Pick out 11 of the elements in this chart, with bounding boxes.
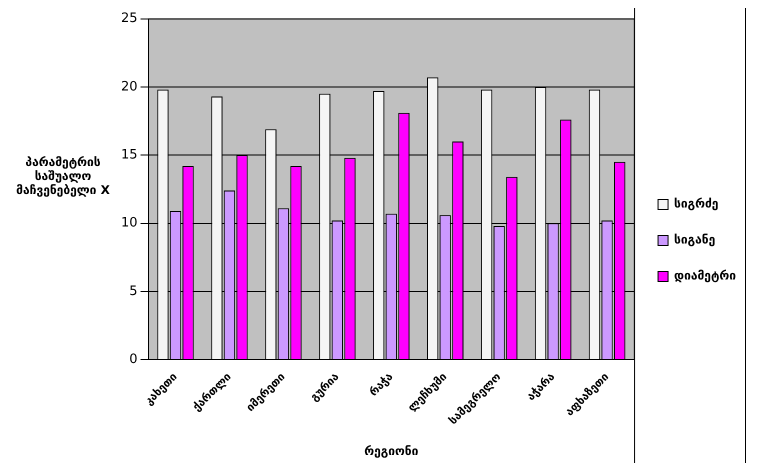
- legend-label: სიგანე: [674, 232, 716, 247]
- y-tick-label: 0: [129, 352, 138, 367]
- legend-label: სიგრძე: [674, 196, 718, 211]
- y-tick-label: 20: [120, 79, 138, 94]
- y-tick-label: 5: [129, 284, 138, 299]
- y-axis-title: პარამეტრის საშუალო მაჩვენებელი X: [15, 154, 111, 196]
- legend-label: დიამეტრი: [674, 268, 736, 283]
- y-tick-label: 25: [120, 11, 138, 26]
- y-tick-label: 10: [120, 216, 138, 231]
- x-axis-title: რეგიონი: [364, 444, 419, 458]
- y-tick-label: 15: [120, 147, 138, 162]
